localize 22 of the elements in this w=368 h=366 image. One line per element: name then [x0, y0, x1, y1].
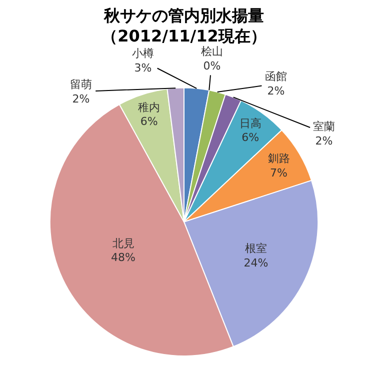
slice-label: 根室 — [245, 242, 268, 256]
data-label: 24% — [244, 256, 268, 270]
slice-label: 稚内 — [138, 100, 160, 114]
slice-label: 釧路 — [268, 152, 290, 166]
text: 0% — [203, 59, 221, 72]
slice-label: 室蘭 — [313, 120, 335, 133]
slice-label: 北見 — [112, 236, 134, 250]
chart-title: 秋サケの管内別水揚量 — [103, 6, 264, 25]
slice-label: 日高 — [239, 116, 262, 130]
data-label: 6% — [242, 131, 260, 144]
chart-subtitle: （2012/11/12現在） — [102, 26, 266, 46]
data-label: 6% — [140, 115, 158, 128]
data-label: 7% — [270, 166, 288, 180]
data-label: 48% — [111, 251, 136, 264]
category-label: 桧山 — [201, 45, 223, 58]
data-label: 3% — [134, 61, 152, 74]
slice-label: 留萌 — [70, 78, 92, 91]
data-label: 2% — [315, 134, 333, 148]
data-label: 2% — [267, 84, 285, 98]
slice-label: 小樽 — [132, 47, 154, 60]
slice-label: 函館 — [265, 70, 287, 83]
data-label: 2% — [72, 92, 90, 106]
